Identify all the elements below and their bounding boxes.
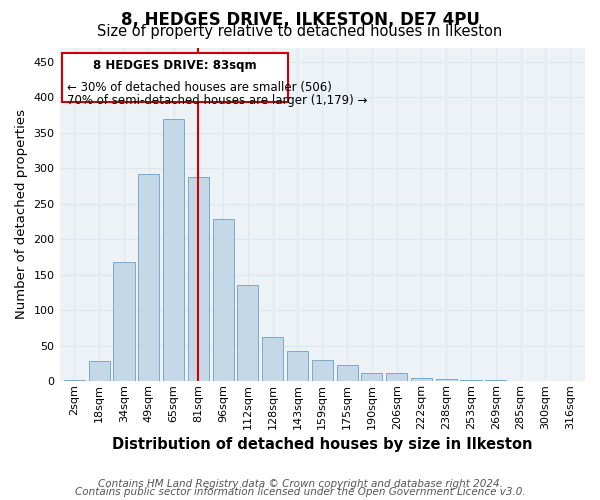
Bar	[89, 362, 110, 382]
Bar	[535, 380, 556, 382]
Text: ← 30% of detached houses are smaller (506): ← 30% of detached houses are smaller (50…	[67, 81, 332, 94]
Bar	[361, 372, 382, 382]
X-axis label: Distribution of detached houses by size in Ilkeston: Distribution of detached houses by size …	[112, 438, 533, 452]
Bar	[188, 176, 209, 382]
Bar	[262, 336, 283, 382]
Bar	[312, 360, 333, 382]
Bar	[436, 379, 457, 382]
Bar	[485, 380, 506, 382]
Bar	[287, 352, 308, 382]
Bar	[411, 378, 432, 382]
Text: 8, HEDGES DRIVE, ILKESTON, DE7 4PU: 8, HEDGES DRIVE, ILKESTON, DE7 4PU	[121, 11, 479, 29]
Text: 8 HEDGES DRIVE: 83sqm: 8 HEDGES DRIVE: 83sqm	[93, 59, 257, 72]
Bar	[212, 220, 233, 382]
Text: Size of property relative to detached houses in Ilkeston: Size of property relative to detached ho…	[97, 24, 503, 39]
Bar	[460, 380, 482, 382]
Bar	[238, 286, 259, 382]
Bar	[337, 365, 358, 382]
Text: Contains HM Land Registry data © Crown copyright and database right 2024.: Contains HM Land Registry data © Crown c…	[98, 479, 502, 489]
Bar	[386, 374, 407, 382]
Bar	[138, 174, 160, 382]
FancyBboxPatch shape	[62, 53, 287, 102]
Bar	[163, 118, 184, 382]
Text: 70% of semi-detached houses are larger (1,179) →: 70% of semi-detached houses are larger (…	[67, 94, 367, 106]
Text: Contains public sector information licensed under the Open Government Licence v3: Contains public sector information licen…	[74, 487, 526, 497]
Bar	[113, 262, 134, 382]
Y-axis label: Number of detached properties: Number of detached properties	[15, 110, 28, 320]
Bar	[64, 380, 85, 382]
